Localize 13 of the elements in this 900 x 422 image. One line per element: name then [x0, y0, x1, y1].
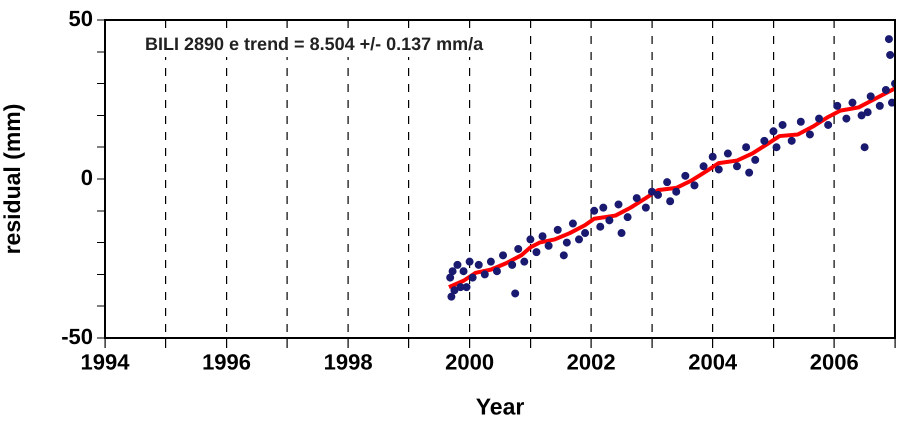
x-axis-title: Year	[476, 394, 524, 420]
y-tick-label: 50	[68, 6, 93, 32]
y-tick-label: 0	[80, 165, 93, 190]
x-tick-label: 2004	[688, 349, 738, 374]
x-tick-label: 1994	[80, 349, 130, 374]
x-tick-label: 2006	[810, 349, 859, 374]
annotation: BILI 2890 e trend = 8.504 +/- 0.137 mm/a	[145, 34, 484, 54]
x-tick-label: 1998	[324, 349, 373, 374]
y-axis-title: residual (mm)	[0, 104, 26, 254]
x-tick-label: 2000	[445, 349, 494, 374]
y-tick-label: -50	[61, 324, 93, 350]
x-tick-label: 1996	[202, 349, 252, 374]
x-tick-label: 2002	[566, 349, 616, 374]
